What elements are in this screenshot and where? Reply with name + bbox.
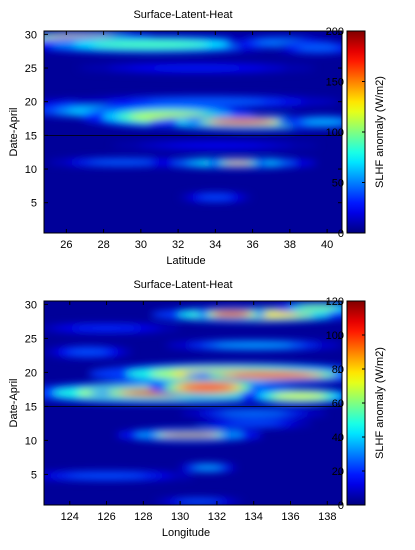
heat-blob — [227, 421, 280, 426]
x-tick-label: 34 — [209, 239, 221, 251]
x-tick-label: 40 — [321, 239, 333, 251]
y-tick-label: 20 — [25, 367, 37, 379]
x-tick-label: 136 — [281, 511, 299, 523]
heat-blob — [303, 119, 342, 125]
y-axis-label: Date-April — [8, 108, 20, 157]
colorbar-tick-label: 0 — [338, 500, 344, 512]
y-axis-label: Date-April — [8, 379, 20, 428]
x-tick-label: 30 — [135, 239, 147, 251]
colorbar-tick-label: 100 — [326, 330, 344, 342]
heat-blob — [298, 305, 338, 311]
plot-frame — [43, 300, 343, 506]
x-tick-label: 128 — [134, 511, 152, 523]
plot-area — [44, 31, 342, 233]
heat-blob — [144, 65, 249, 71]
y-tick-label: 20 — [25, 97, 37, 109]
colorbar-tick-label: 40 — [332, 432, 344, 444]
x-tick-label: 126 — [97, 511, 115, 523]
colorbar-tick-label: 150 — [326, 77, 344, 89]
chart-1: 26 28 30 32 34 36 38 40 5 10 15 20 25 30 Surface-Laten… — [8, 9, 386, 267]
heat-blob — [74, 325, 139, 331]
y-tick-label: 10 — [25, 435, 37, 447]
y-tick-label: 10 — [25, 164, 37, 176]
heat-blob — [89, 160, 155, 165]
chart-2: 124 126 128 130 132 134 136 138 5 10 15 20 25 30 Surfa… — [8, 279, 386, 539]
y-tick-label: 30 — [25, 29, 37, 41]
colorbar-label: SLHF anomaly (W/m2) — [374, 76, 386, 188]
y-tick-label: 5 — [31, 198, 37, 210]
colorbar-tick-label: 100 — [326, 127, 344, 139]
x-tick-label: 130 — [171, 511, 189, 523]
colorbar-label: SLHF anomaly (W/m2) — [374, 347, 386, 459]
heat-blob — [217, 119, 270, 125]
colorbar-tick-label: 200 — [326, 26, 344, 38]
x-tick-label: 38 — [284, 239, 296, 251]
colorbar-tick-label: 60 — [332, 398, 344, 410]
heat-blob — [91, 40, 209, 49]
x-tick-label: 138 — [318, 511, 336, 523]
heat-blob — [298, 45, 338, 51]
heat-blob — [147, 98, 265, 105]
heat-blob — [221, 411, 286, 416]
x-tick-label: 134 — [245, 511, 263, 523]
colorbar-tick-label: 80 — [332, 364, 344, 376]
y-tick-label: 5 — [31, 469, 37, 481]
plot-frame — [43, 30, 343, 234]
colorbar-tick-label: 120 — [326, 296, 344, 308]
x-tick-label: 32 — [172, 239, 184, 251]
colorbar-tick-label: 20 — [332, 466, 344, 478]
y-tick-label: 25 — [25, 333, 37, 345]
heat-blob — [199, 194, 231, 200]
heat-blob — [194, 465, 221, 470]
heat-blob — [224, 161, 251, 165]
x-tick-label: 132 — [208, 511, 226, 523]
x-tick-label: 124 — [61, 511, 79, 523]
heat-blob — [179, 499, 218, 504]
heat-blob — [216, 311, 248, 317]
colorbar-tick-label: 50 — [332, 178, 344, 190]
heatmap-field — [44, 31, 342, 203]
heat-blob — [168, 433, 210, 437]
heat-blob — [233, 372, 311, 378]
y-tick-label: 25 — [25, 63, 37, 75]
x-tick-label: 28 — [97, 239, 109, 251]
y-tick-label: 15 — [25, 130, 37, 142]
heat-blob — [215, 342, 293, 348]
x-tick-label: 36 — [246, 239, 258, 251]
heat-blob — [273, 392, 326, 400]
x-axis-label: Latitude — [166, 255, 205, 267]
x-tick-label: 26 — [60, 239, 72, 251]
heatmap-field — [44, 302, 342, 505]
heat-blob — [169, 143, 261, 148]
colorbar-tick-label: 0 — [338, 228, 344, 240]
heat-blob — [67, 473, 146, 479]
chart-title: Surface-Latent-Heat — [133, 279, 232, 291]
heat-blob — [181, 383, 234, 392]
heat-blob — [68, 349, 108, 355]
y-tick-label: 15 — [25, 401, 37, 413]
x-axis-label: Longitude — [162, 527, 210, 539]
chart-title: Surface-Latent-Heat — [133, 9, 232, 21]
y-tick-label: 30 — [25, 299, 37, 311]
